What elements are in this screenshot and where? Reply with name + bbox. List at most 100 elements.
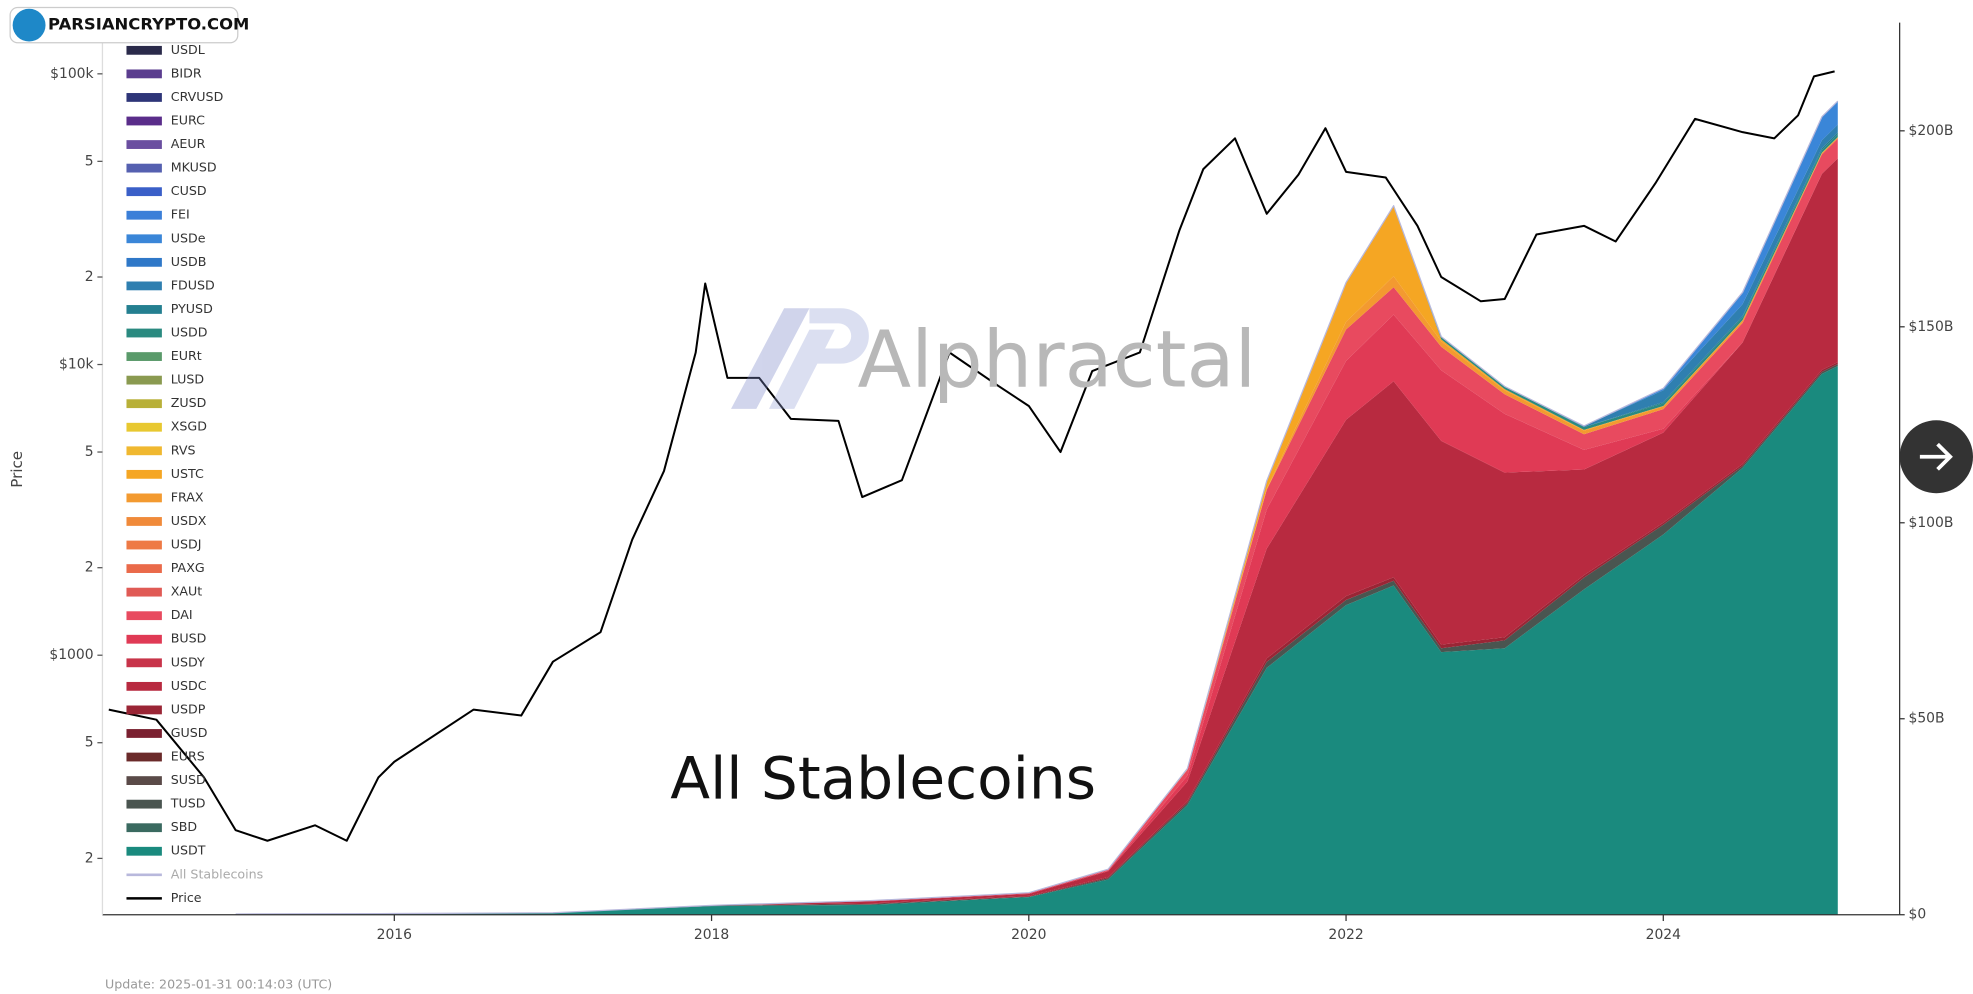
legend-swatch xyxy=(126,281,162,291)
legend-label: USDT xyxy=(171,843,206,858)
legend-label: RVS xyxy=(171,442,196,457)
legend-swatch xyxy=(126,634,162,644)
x-tick-label: 2024 xyxy=(1646,927,1682,943)
legend-swatch xyxy=(126,493,162,503)
legend-label: PAXG xyxy=(171,560,205,575)
legend-swatch xyxy=(126,69,162,79)
next-button[interactable] xyxy=(1899,420,1973,494)
x-tick-label: 2016 xyxy=(377,927,412,943)
legend-label: USDe xyxy=(171,230,206,245)
y2-tick-label: $0 xyxy=(1908,907,1926,923)
next-arrow[interactable] xyxy=(1919,442,1953,471)
x-tick-label: 2022 xyxy=(1328,927,1363,943)
legend-label: BUSD xyxy=(171,631,207,646)
legend-swatch xyxy=(126,681,162,691)
y2-tick-label: $50B xyxy=(1908,711,1944,727)
legend-label: BIDR xyxy=(171,65,202,80)
legend-label: Price xyxy=(171,890,202,905)
badge-text: PARSIANCRYPTO.COM xyxy=(48,15,249,34)
plot-area: 2016 2018 2020 2022 2024 $100k 5 2 $10k 5 2 $1000 5 2… xyxy=(49,22,1953,943)
legend-swatch xyxy=(126,729,162,738)
y-axis-title: Price xyxy=(8,451,26,488)
x-tick-label: 2020 xyxy=(1011,927,1046,943)
legend-label: USDY xyxy=(171,654,205,669)
legend-label: All Stablecoins xyxy=(171,866,264,881)
legend-label: ZUSD xyxy=(171,395,207,410)
legend-label: XSGD xyxy=(171,419,207,434)
legend-label: EURC xyxy=(171,113,205,128)
legend-label: TUSD xyxy=(170,796,206,811)
legend-label: USDD xyxy=(171,325,208,340)
legend-label: EURS xyxy=(171,749,205,764)
legend-swatch xyxy=(126,799,162,809)
legend-swatch xyxy=(126,352,162,361)
stack-area xyxy=(235,158,1838,914)
badge-box xyxy=(9,6,239,44)
y-tick-label: $100k xyxy=(50,66,93,82)
legend-label: SUSD xyxy=(171,772,206,787)
legend-label: CUSD xyxy=(171,183,207,198)
y-tick-label: 2 xyxy=(85,560,94,576)
legend-swatch xyxy=(126,399,162,409)
y-tick-label: $1000 xyxy=(49,647,93,663)
legend-label: FRAX xyxy=(171,489,204,504)
legend-swatch xyxy=(126,776,162,785)
legend-swatch xyxy=(126,328,162,338)
legend-swatch xyxy=(126,446,162,456)
legend-label: DAI xyxy=(171,607,193,622)
y-tick-label: 5 xyxy=(85,153,94,169)
legend-swatch xyxy=(126,93,162,102)
legend-label: MKUSD xyxy=(171,160,217,175)
watermark: Alphractal xyxy=(857,315,1256,406)
x-tick-label: 2018 xyxy=(694,927,729,943)
legend-label: GUSD xyxy=(171,725,208,740)
legend-label: LUSD xyxy=(171,372,204,387)
update-note: Update: 2025-01-31 00:14:03 (UTC) xyxy=(105,977,332,992)
legend-label: EURt xyxy=(171,348,202,363)
legend-label: USDB xyxy=(171,254,207,269)
legend-swatch xyxy=(126,210,162,220)
legend-label: USDJ xyxy=(171,537,202,552)
legend-swatch xyxy=(126,823,162,833)
legend-label: CRVUSD xyxy=(171,89,224,104)
legend-label: AEUR xyxy=(171,136,206,151)
y2-tick-label: $200B xyxy=(1908,123,1953,139)
legend-swatch xyxy=(126,422,162,432)
legend-swatch xyxy=(126,140,162,149)
legend-label: FDUSD xyxy=(171,277,215,292)
legend-label: USDL xyxy=(171,42,205,57)
legend-label: USTC xyxy=(171,466,204,481)
legend-swatch xyxy=(126,587,162,597)
stack-area xyxy=(235,137,1838,914)
y-tick-label: 2 xyxy=(85,269,94,285)
legend-swatch xyxy=(126,116,162,126)
legend-swatch xyxy=(126,752,162,762)
y2-tick-label: $100B xyxy=(1908,515,1953,531)
legend-label: SBD xyxy=(171,819,197,834)
legend-label: FEI xyxy=(171,207,190,222)
legend-swatch xyxy=(126,611,162,621)
y-tick-label: 2 xyxy=(85,850,94,866)
legend-label: PYUSD xyxy=(171,301,213,316)
y-tick-label: $10k xyxy=(59,357,94,373)
y2-tick-label: $150B xyxy=(1908,319,1953,335)
legend: USDL BIDR CRVUSD EURC AEUR MKUSD CUSD FEI USDe US… xyxy=(126,42,263,905)
watermark-logo xyxy=(731,308,869,409)
legend-label: USDP xyxy=(171,701,206,716)
legend-swatch xyxy=(126,305,162,314)
legend-swatch xyxy=(126,540,162,550)
annotation: All Stablecoins xyxy=(670,745,1096,813)
legend-swatch xyxy=(126,846,162,856)
y-tick-label: 5 xyxy=(85,444,94,460)
stack-area xyxy=(235,365,1838,915)
legend-swatch xyxy=(126,564,162,573)
legend-swatch xyxy=(126,705,162,715)
legend-swatch xyxy=(126,163,162,173)
legend-label: USDX xyxy=(171,513,207,528)
legend-swatch xyxy=(126,375,162,385)
legend-swatch xyxy=(126,517,162,526)
legend-swatch xyxy=(126,187,162,197)
badge: PARSIANCRYPTO.COM xyxy=(9,6,249,44)
legend-swatch xyxy=(126,45,162,55)
